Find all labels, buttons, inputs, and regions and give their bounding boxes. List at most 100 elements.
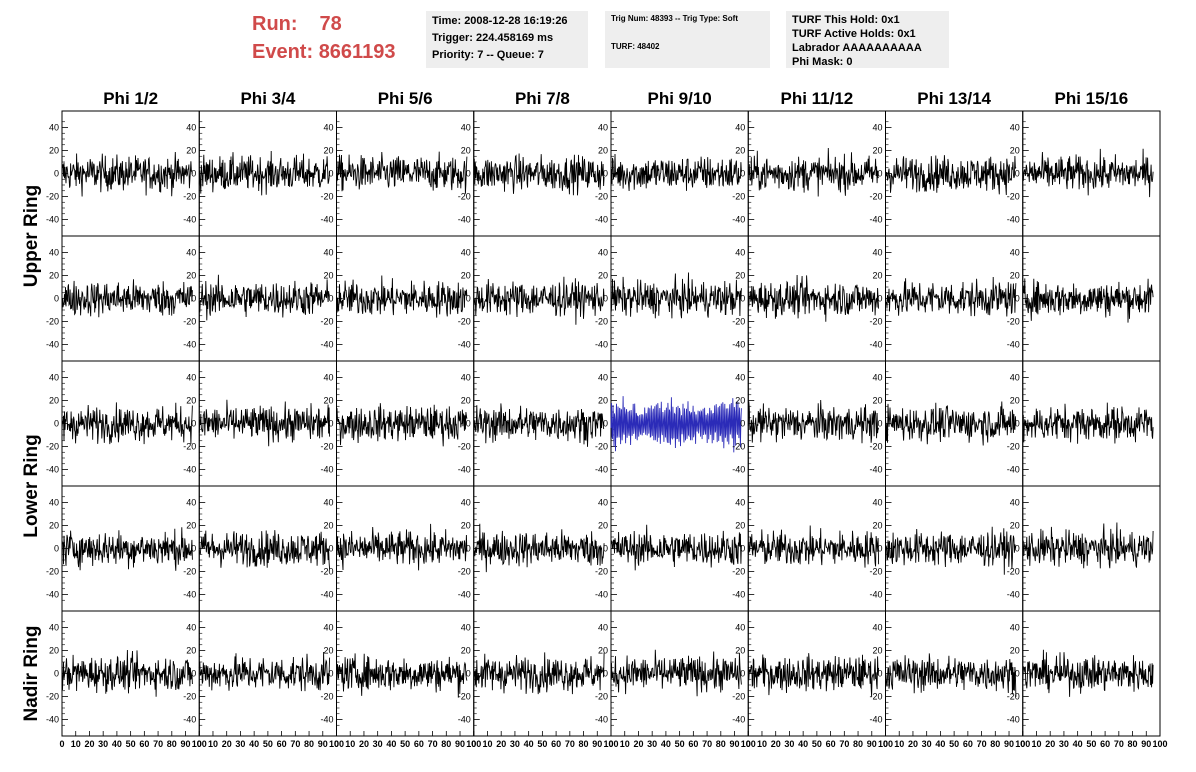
y-tick-label-r2-c0: 40 xyxy=(49,373,59,383)
y-tick-label-r2-c7: 40 xyxy=(1010,373,1020,383)
y-tick-label-r4-c0: -40 xyxy=(46,715,59,725)
x-tick-label-c3: 100 xyxy=(603,739,618,749)
y-tick-label-r3-c3: 0 xyxy=(466,544,471,554)
event-label: Event: xyxy=(252,41,314,63)
x-tick-label-c7: 40 xyxy=(1073,739,1083,749)
waveform-trace-r4-c5 xyxy=(747,653,880,697)
priority-text: Priority: 7 -- Queue: 7 xyxy=(432,49,544,61)
x-tick-label-c6: 70 xyxy=(977,739,987,749)
ring-label-2: Lower Ring xyxy=(21,434,42,537)
y-tick-label-r3-c2: 0 xyxy=(328,544,333,554)
y-tick-label-r0-c3: -20 xyxy=(458,192,471,202)
x-tick-label-c2: 90 xyxy=(455,739,465,749)
y-tick-label-r3-c7: -20 xyxy=(1007,567,1020,577)
y-tick-label-r0-c4: 20 xyxy=(598,146,608,156)
y-tick-label-r1-c6: -40 xyxy=(869,340,882,350)
y-tick-label-r0-c6: 0 xyxy=(877,169,882,179)
x-tick-label-c7: 100 xyxy=(1152,739,1167,749)
x-tick-label-c1: 50 xyxy=(263,739,273,749)
x-tick-label-c6: 90 xyxy=(1004,739,1014,749)
y-tick-label-r2-c5: 0 xyxy=(740,419,745,429)
y-tick-label-r2-c3: -20 xyxy=(458,442,471,452)
y-tick-label-r2-c3: 0 xyxy=(466,419,471,429)
waveform-trace-r4-c1 xyxy=(198,651,331,692)
x-tick-label-c5: 40 xyxy=(798,739,808,749)
x-tick-label-c3: 10 xyxy=(482,739,492,749)
ring-label-3: Nadir Ring xyxy=(21,625,42,721)
x-tick-label-c5: 50 xyxy=(812,739,822,749)
y-tick-label-r4-c1: 0 xyxy=(191,669,196,679)
y-tick-label-r0-c7: 20 xyxy=(1010,146,1020,156)
y-tick-label-r3-c5: -20 xyxy=(732,567,745,577)
y-tick-label-r1-c1: 0 xyxy=(191,294,196,304)
y-tick-label-r1-c1: -20 xyxy=(183,317,196,327)
y-tick-label-r4-c6: 40 xyxy=(872,623,882,633)
y-tick-label-r2-c6: 40 xyxy=(872,373,882,383)
waveform-trace-r0-c7 xyxy=(1022,148,1154,198)
x-tick-label-c1: 0 xyxy=(197,739,202,749)
y-tick-label-r1-c6: 40 xyxy=(872,248,882,258)
column-header-4: Phi 7/8 xyxy=(515,89,570,108)
y-tick-label-r0-c7: 0 xyxy=(1015,169,1020,179)
y-tick-label-r2-c6: 0 xyxy=(877,419,882,429)
y-tick-label-r2-c1: -40 xyxy=(183,465,196,475)
x-tick-label-c7: 10 xyxy=(1031,739,1041,749)
y-tick-label-r3-c0: -20 xyxy=(46,567,59,577)
y-tick-label-r4-c2: -40 xyxy=(320,715,333,725)
y-tick-label-r2-c2: -40 xyxy=(320,465,333,475)
y-tick-label-r0-c5: 0 xyxy=(740,169,745,179)
y-tick-label-r4-c1: -40 xyxy=(183,715,196,725)
y-tick-label-r1-c4: 0 xyxy=(603,294,608,304)
x-tick-label-c5: 80 xyxy=(853,739,863,749)
y-tick-label-r4-c5: 0 xyxy=(740,669,745,679)
y-tick-label-r2-c5: -40 xyxy=(732,465,745,475)
y-tick-label-r2-c0: 20 xyxy=(49,396,59,406)
waveform-trace-r2-c7 xyxy=(1022,402,1154,444)
y-tick-label-r0-c1: 20 xyxy=(186,146,196,156)
x-tick-label-c1: 10 xyxy=(208,739,218,749)
y-tick-label-r4-c2: 20 xyxy=(323,646,333,656)
ring-label-1: Upper Ring xyxy=(21,185,42,287)
y-tick-label-r1-c7: 40 xyxy=(1010,248,1020,258)
y-tick-label-r2-c0: -20 xyxy=(46,442,59,452)
y-tick-label-r0-c3: 0 xyxy=(466,169,471,179)
y-tick-label-r3-c2: -20 xyxy=(320,567,333,577)
y-tick-label-r0-c1: -20 xyxy=(183,192,196,202)
y-tick-label-r0-c0: -20 xyxy=(46,192,59,202)
x-tick-label-c2: 50 xyxy=(400,739,410,749)
x-tick-label-c7: 30 xyxy=(1059,739,1069,749)
y-tick-label-r1-c0: 40 xyxy=(49,248,59,258)
trigger-text: Trigger: 224.458169 ms xyxy=(432,32,554,44)
y-tick-label-r1-c3: -40 xyxy=(458,340,471,350)
y-tick-label-r2-c4: 40 xyxy=(598,373,608,383)
x-tick-label-c5: 30 xyxy=(784,739,794,749)
waveform-trace-r3-c6 xyxy=(885,526,1017,575)
y-tick-label-r1-c4: 40 xyxy=(598,248,608,258)
x-tick-label-c1: 70 xyxy=(290,739,300,749)
y-tick-label-r1-c0: -40 xyxy=(46,340,59,350)
y-tick-label-r4-c4: -20 xyxy=(595,692,608,702)
waveform-trace-r4-c0 xyxy=(62,649,193,697)
run-event-info: Run: 78 Event: 8661193 xyxy=(252,10,395,66)
x-tick-label-c2: 80 xyxy=(441,739,451,749)
y-tick-label-r4-c3: 40 xyxy=(461,623,471,633)
y-tick-label-r3-c5: 0 xyxy=(740,544,745,554)
y-tick-label-r0-c2: 0 xyxy=(328,169,333,179)
turf-num-text: TURF: 48402 xyxy=(611,42,660,51)
x-tick-label-c7: 0 xyxy=(1020,739,1025,749)
y-tick-label-r1-c6: 20 xyxy=(872,271,882,281)
column-header-5: Phi 9/10 xyxy=(647,89,711,108)
y-tick-label-r3-c3: 20 xyxy=(461,521,471,531)
x-tick-label-c5: 70 xyxy=(839,739,849,749)
time-info-box: Time: 2008-12-28 16:19:26 Trigger: 224.4… xyxy=(426,11,588,68)
y-tick-label-r3-c4: 0 xyxy=(603,544,608,554)
y-tick-label-r1-c5: 40 xyxy=(735,248,745,258)
y-tick-label-r4-c7: 40 xyxy=(1010,623,1020,633)
y-tick-label-r1-c6: 0 xyxy=(877,294,882,304)
x-tick-label-c2: 0 xyxy=(334,739,339,749)
y-tick-label-r0-c0: -40 xyxy=(46,215,59,225)
y-tick-label-r3-c1: 40 xyxy=(186,498,196,508)
x-tick-label-c0: 50 xyxy=(126,739,136,749)
x-tick-label-c5: 0 xyxy=(746,739,751,749)
